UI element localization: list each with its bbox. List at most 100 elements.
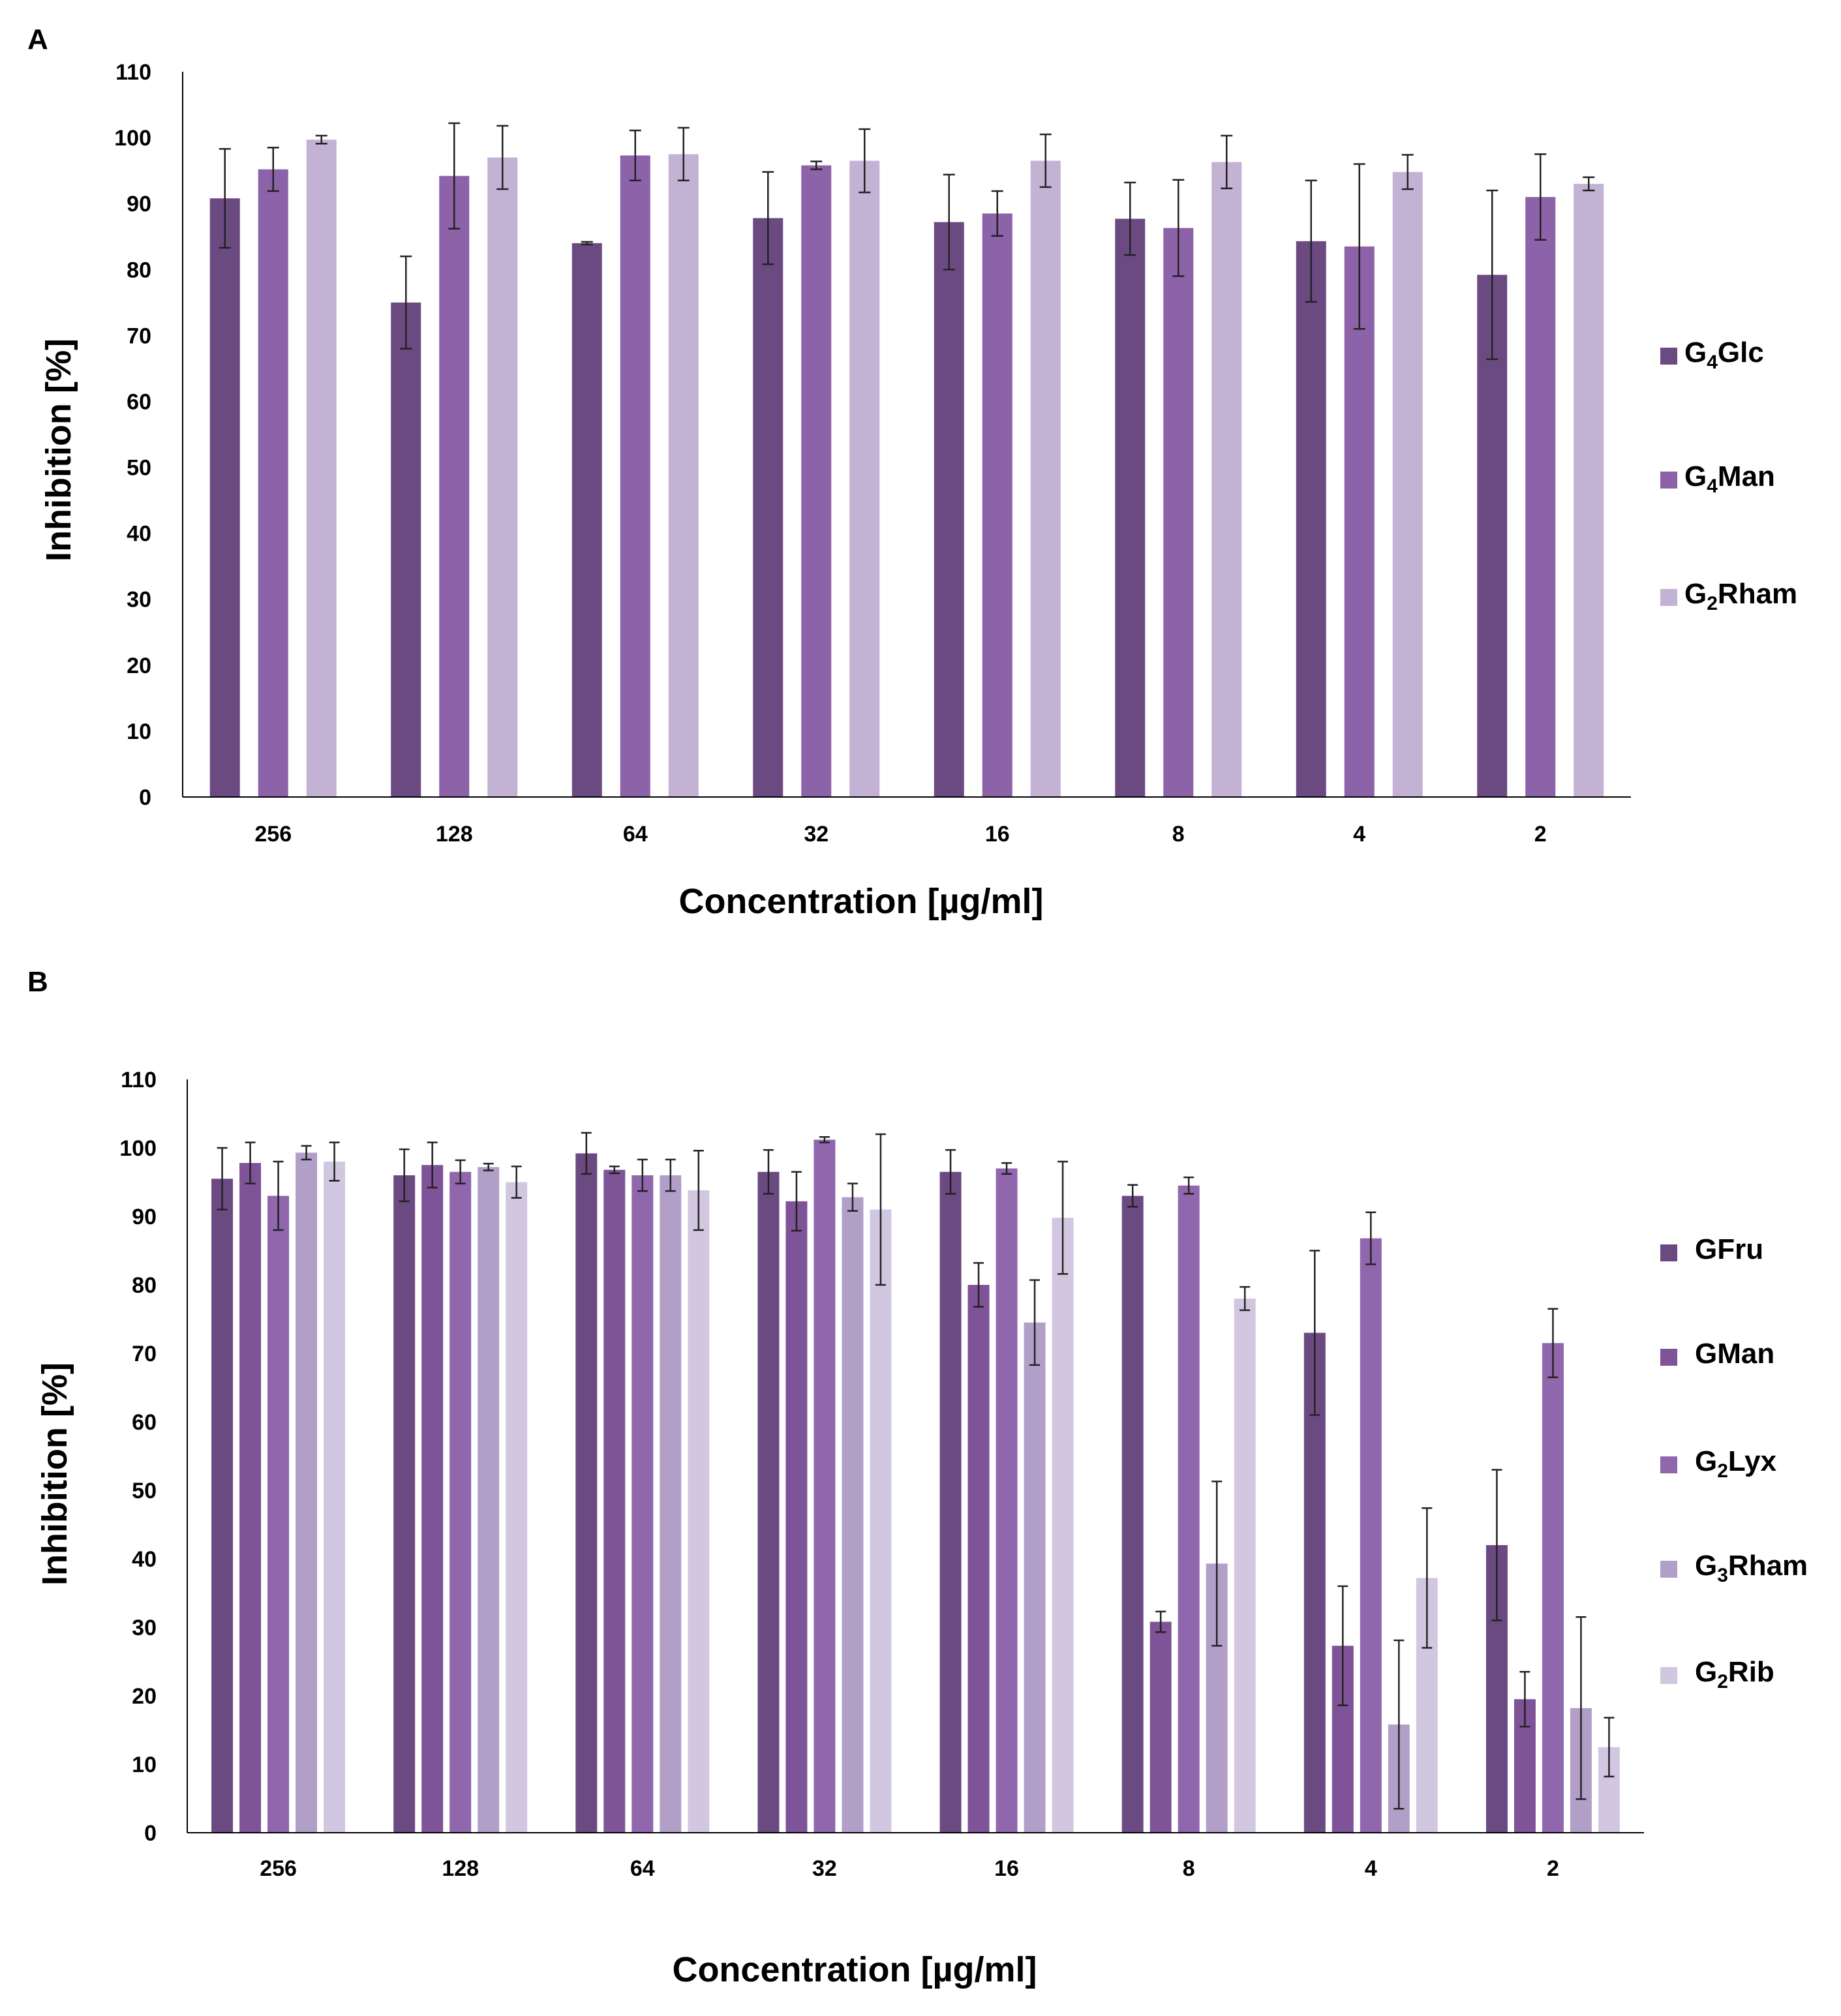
y-tick-label: 110	[121, 1068, 157, 1092]
bar-G2Rham-256	[306, 140, 337, 797]
error-bar-G4Glc-256	[219, 148, 231, 249]
bar-G2Lyx-2	[1542, 1343, 1564, 1833]
bar-GMan-32	[785, 1201, 808, 1833]
bar-GFru-8	[1121, 1196, 1144, 1833]
bar-GMan-256	[239, 1163, 262, 1833]
panel-a-label: A	[27, 23, 48, 55]
error-bar-G2Rham-256	[315, 134, 327, 145]
bar-G4Glc-32	[753, 218, 784, 797]
legend-label: G2Rib	[1695, 1656, 1774, 1693]
bar-G4Glc-8	[1115, 218, 1146, 797]
legend-item-G4Man: G4Man	[1660, 460, 1775, 497]
legend-label-subscript: 2	[1717, 1671, 1728, 1693]
y-tick-label: 0	[144, 1821, 157, 1846]
y-tick-label: 80	[127, 258, 151, 282]
y-tick-label: 60	[127, 389, 151, 414]
legend-swatch	[1660, 1456, 1677, 1473]
legend-label-main: GMan	[1695, 1338, 1774, 1370]
bar-G2Rham-64	[668, 154, 699, 797]
bar-G2Rham-16	[1030, 160, 1061, 798]
y-tick-label: 40	[132, 1547, 157, 1572]
error-bar-G4Glc-16	[943, 173, 955, 271]
error-bar-GFru-32	[763, 1149, 774, 1195]
bar-G4Glc-16	[934, 222, 964, 797]
legend-label-subscript: 2	[1707, 593, 1718, 614]
legend-label-rest: Lyx	[1728, 1445, 1777, 1477]
bar-G3Rham-64	[660, 1175, 682, 1833]
bar-G2Lyx-4	[1360, 1238, 1382, 1833]
bar-G4Man-128	[439, 175, 470, 797]
panel-a-y-axis-title: Inhibition [%]	[39, 339, 78, 562]
error-bar-G2Rib-64	[693, 1149, 704, 1231]
legend-label-main: G	[1695, 1550, 1717, 1582]
legend-swatch	[1660, 589, 1677, 606]
y-tick-label: 60	[132, 1410, 157, 1435]
bar-G2Lyx-16	[996, 1168, 1018, 1833]
bar-G2Rib-64	[688, 1190, 710, 1833]
error-bar-GMan-4	[1337, 1585, 1348, 1706]
bar-G3Rham-32	[842, 1197, 864, 1833]
error-bar-GFru-256	[217, 1147, 228, 1211]
legend-label-rest: Rham	[1728, 1550, 1808, 1582]
x-tick-label: 8	[1172, 822, 1185, 847]
bar-G4Glc-4	[1296, 241, 1326, 797]
legend-label-main: G	[1684, 337, 1707, 369]
panel-a-y-ticks: 0 10 20 30 40 50 60 70 80 90 100 110	[114, 60, 151, 810]
panel-b-label: B	[27, 966, 48, 998]
error-bar-G2Rham-128	[496, 125, 509, 190]
panel-a-bars	[209, 122, 1604, 798]
y-tick-label: 100	[119, 1136, 157, 1161]
error-bar-GMan-256	[245, 1141, 256, 1184]
bar-G3Rham-256	[296, 1152, 318, 1833]
error-bar-G2Lyx-8	[1183, 1176, 1194, 1195]
bar-G2Rib-128	[506, 1182, 528, 1833]
legend-swatch	[1660, 348, 1677, 365]
error-bar-GFru-128	[399, 1148, 410, 1203]
y-tick-label: 80	[132, 1273, 157, 1298]
error-bar-G2Lyx-64	[637, 1158, 648, 1192]
bar-G2Lyx-32	[814, 1139, 836, 1833]
chart-panel-a: A Inhibition [%] Concentration [µg/ml] 0…	[27, 23, 1797, 921]
bar-G3Rham-128	[478, 1167, 500, 1833]
error-bar-G3Rham-2	[1575, 1616, 1587, 1800]
error-bar-G2Rham-16	[1039, 133, 1052, 188]
y-tick-label: 20	[127, 654, 151, 678]
bar-GMan-64	[603, 1169, 626, 1833]
bar-GFru-16	[939, 1171, 962, 1833]
panel-b-y-axis-title: Inhibition [%]	[35, 1362, 74, 1586]
y-tick-label: 10	[127, 719, 151, 744]
error-bar-G2Rib-256	[329, 1141, 340, 1182]
error-bar-G4Man-2	[1534, 153, 1547, 241]
legend-item-GMan: GMan	[1660, 1338, 1774, 1370]
error-bar-GMan-16	[973, 1262, 984, 1308]
error-bar-G2Rib-32	[875, 1133, 886, 1286]
bar-G4Man-2	[1525, 197, 1556, 797]
y-tick-label: 10	[132, 1753, 157, 1777]
bar-G2Rib-16	[1052, 1218, 1074, 1833]
bar-G4Glc-64	[571, 243, 602, 797]
y-tick-label: 20	[132, 1684, 157, 1709]
bar-GFru-4	[1303, 1332, 1326, 1833]
error-bar-GFru-2	[1491, 1469, 1502, 1621]
x-tick-label: 2	[1534, 822, 1547, 847]
error-bar-G3Rham-16	[1029, 1279, 1041, 1366]
error-bar-G2Rib-2	[1604, 1717, 1615, 1778]
bar-G4Man-32	[801, 165, 832, 798]
bar-G4Man-8	[1163, 228, 1194, 797]
legend-label-subscript: 3	[1717, 1565, 1728, 1586]
error-bar-G4Man-32	[810, 160, 823, 170]
legend-swatch	[1660, 1667, 1677, 1684]
legend-swatch	[1660, 1349, 1677, 1366]
error-bar-G4Glc-8	[1124, 181, 1136, 256]
bar-G2Rib-256	[324, 1162, 346, 1833]
bar-G4Glc-128	[391, 302, 421, 797]
panel-b-y-ticks: 0 10 20 30 40 50 60 70 80 90 100 110	[119, 1068, 157, 1846]
legend-label-rest: Rham	[1718, 578, 1797, 610]
error-bar-G4Glc-2	[1486, 189, 1499, 361]
error-bar-G2Rib-8	[1240, 1286, 1251, 1312]
legend-label: GFru	[1695, 1233, 1763, 1265]
legend-item-G2Rib: G2Rib	[1660, 1656, 1774, 1693]
legend-label-subscript: 4	[1707, 352, 1718, 373]
bar-G2Lyx-128	[449, 1171, 472, 1833]
